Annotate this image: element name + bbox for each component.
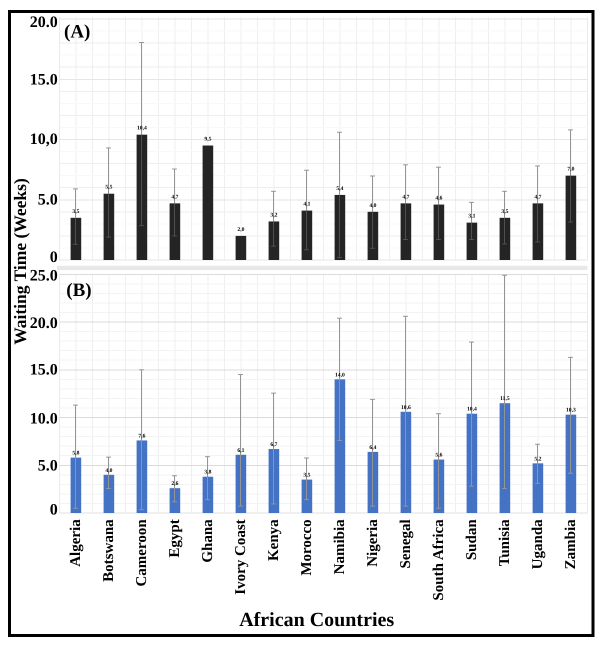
- svg-text:(B): (B): [66, 280, 91, 301]
- svg-text:Ghana: Ghana: [200, 519, 216, 563]
- svg-text:Egypt: Egypt: [167, 519, 183, 557]
- svg-text:20.0: 20.0: [30, 315, 58, 332]
- svg-text:Nigeria: Nigeria: [365, 519, 381, 567]
- svg-text:6,1: 6,1: [237, 448, 244, 454]
- svg-text:Morocco: Morocco: [299, 519, 315, 575]
- svg-text:9,5: 9,5: [204, 137, 211, 143]
- svg-text:South Africa: South Africa: [431, 519, 447, 601]
- svg-text:Uganda: Uganda: [530, 519, 546, 570]
- svg-text:Waiting Time (Weeks): Waiting Time (Weeks): [10, 178, 30, 345]
- svg-text:4,7: 4,7: [171, 194, 178, 200]
- svg-text:5,6: 5,6: [435, 453, 442, 459]
- svg-text:3,8: 3,8: [204, 470, 211, 476]
- svg-text:0: 0: [50, 501, 58, 518]
- svg-text:7,0: 7,0: [567, 167, 574, 173]
- svg-text:African Countries: African Countries: [239, 609, 394, 631]
- svg-text:5,8: 5,8: [72, 451, 79, 457]
- svg-text:10,6: 10,6: [401, 405, 411, 411]
- svg-text:Sudan: Sudan: [464, 519, 480, 561]
- svg-text:4,0: 4,0: [369, 203, 376, 209]
- svg-text:10,0: 10,0: [30, 131, 58, 148]
- svg-text:4,1: 4,1: [303, 202, 310, 208]
- svg-text:Algeria: Algeria: [68, 519, 84, 567]
- svg-text:4,7: 4,7: [534, 194, 541, 200]
- svg-text:Ivory Coast: Ivory Coast: [233, 519, 249, 594]
- svg-text:5.0: 5.0: [38, 458, 58, 475]
- svg-text:Botswana: Botswana: [101, 519, 117, 582]
- svg-text:10,4: 10,4: [137, 126, 147, 132]
- svg-text:10,3: 10,3: [566, 408, 576, 414]
- svg-text:20.0: 20.0: [30, 14, 58, 31]
- svg-text:5.0: 5.0: [38, 191, 58, 208]
- svg-text:25.0: 25.0: [30, 267, 58, 284]
- svg-text:Zambia: Zambia: [563, 519, 579, 570]
- svg-text:5,2: 5,2: [534, 456, 541, 462]
- svg-text:3,5: 3,5: [303, 473, 310, 479]
- svg-text:Namibia: Namibia: [332, 519, 348, 575]
- svg-text:3,2: 3,2: [270, 212, 277, 218]
- svg-text:Senegal: Senegal: [398, 519, 414, 568]
- svg-text:10.0: 10.0: [30, 411, 58, 428]
- svg-text:5,4: 5,4: [336, 186, 343, 192]
- svg-text:15.0: 15.0: [30, 71, 58, 88]
- svg-text:6,4: 6,4: [369, 445, 376, 451]
- svg-text:7,6: 7,6: [138, 433, 145, 439]
- svg-text:5,5: 5,5: [105, 185, 112, 191]
- svg-text:Cameroon: Cameroon: [134, 519, 150, 587]
- svg-text:3,1: 3,1: [468, 214, 475, 220]
- svg-text:4,6: 4,6: [435, 196, 442, 202]
- svg-text:10,4: 10,4: [467, 407, 477, 413]
- svg-text:2,0: 2,0: [237, 227, 244, 233]
- svg-text:4,7: 4,7: [402, 194, 409, 200]
- svg-text:0: 0: [50, 249, 58, 266]
- svg-text:3,5: 3,5: [72, 209, 79, 215]
- svg-text:3,5: 3,5: [501, 209, 508, 215]
- svg-text:11,5: 11,5: [500, 396, 510, 402]
- svg-text:2,6: 2,6: [171, 481, 178, 487]
- svg-text:4,0: 4,0: [105, 468, 112, 474]
- svg-text:(A): (A): [64, 22, 90, 43]
- svg-text:14,0: 14,0: [335, 372, 345, 378]
- svg-text:Tunisia: Tunisia: [497, 519, 513, 566]
- svg-text:Kenya: Kenya: [266, 519, 282, 561]
- svg-text:6,7: 6,7: [270, 442, 277, 448]
- svg-text:15.0: 15.0: [30, 362, 58, 379]
